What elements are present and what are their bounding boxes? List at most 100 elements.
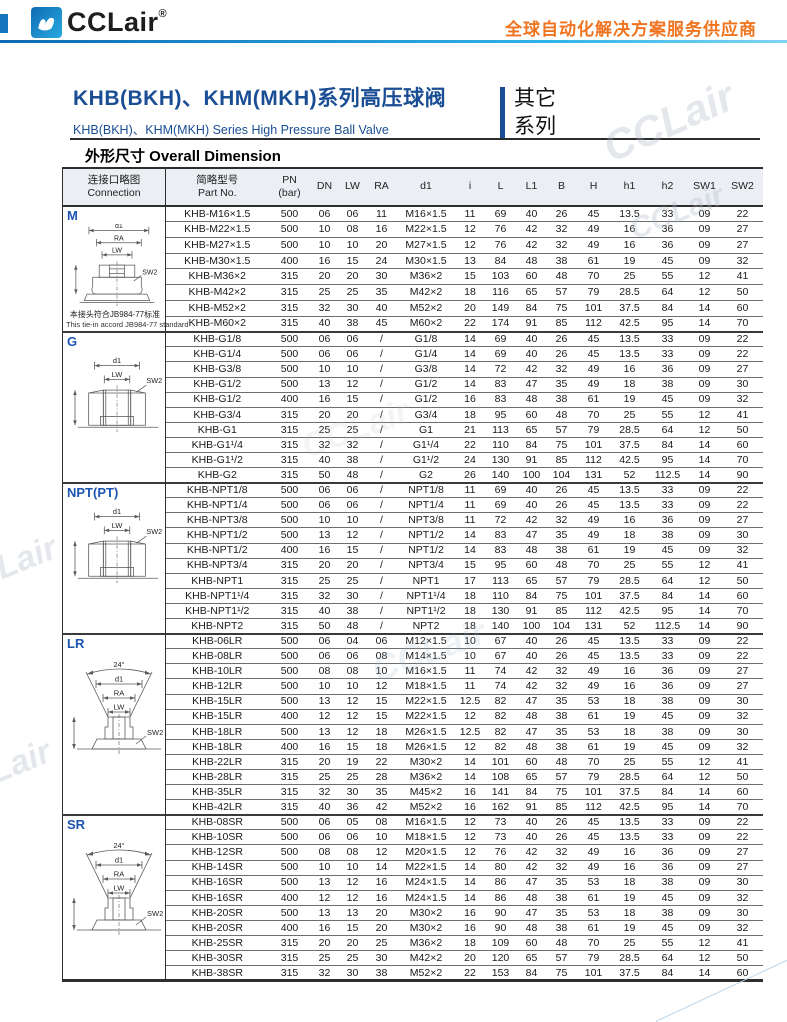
- table-cell: 162: [484, 799, 517, 816]
- table-cell: 47: [516, 694, 547, 710]
- table-cell: 26: [546, 481, 577, 499]
- table-cell: 20: [455, 300, 485, 317]
- table-cell: 116: [484, 284, 517, 301]
- table-cell: 15: [338, 392, 367, 408]
- table-cell: 36: [648, 237, 687, 254]
- section-label-g: G: [67, 333, 78, 349]
- table-cell: G2: [396, 467, 456, 484]
- table-cell: 35: [546, 905, 577, 921]
- table-cell: /: [366, 422, 397, 438]
- table-cell: 35: [546, 694, 577, 710]
- table-row: KHB-42LR 315 40 36 42 M52×2 16 162 91 85 112 42.5 95…: [63, 799, 763, 816]
- table-cell: 95: [484, 558, 517, 574]
- connection-cell-m: M d1 RA LW SW2 本接头符合JB984-77标准 This tie-i…: [62, 205, 189, 332]
- table-cell: NPT2: [396, 618, 456, 635]
- table-cell: 84: [648, 588, 687, 604]
- table-cell: 06: [310, 346, 339, 363]
- table-cell: 27: [722, 237, 763, 254]
- table-row: KHB-18LR 500 13 12 18 M26×1.5 12.5 82 47 35 53 18 38…: [63, 724, 763, 740]
- table-cell: 36: [648, 663, 687, 680]
- table-cell: 85: [546, 452, 577, 469]
- table-cell: 11: [366, 205, 397, 223]
- table-cell: 22: [722, 497, 763, 514]
- table-cell: 84: [648, 437, 687, 454]
- table-row: KHB-NPT1/4 500 06 06/NPT1/4 11 69 40 26 45 13.5 33…: [63, 497, 763, 514]
- table-header-cell: L1: [516, 168, 547, 207]
- table-cell: 38: [546, 543, 577, 559]
- table-cell: 40: [310, 603, 339, 620]
- table-cell: 14: [455, 769, 485, 786]
- table-cell: 315: [268, 950, 311, 967]
- table-cell: 16: [610, 860, 649, 876]
- table-cell: 49: [576, 678, 611, 695]
- table-cell: 49: [576, 221, 611, 238]
- table-cell: 49: [576, 512, 611, 529]
- table-cell: 42.5: [610, 799, 649, 816]
- table-row: KHB-M60×2 315 40 38 45 M60×2 22 174 91 85 112 42.5 9…: [63, 316, 763, 333]
- table-header-cell: i: [455, 168, 485, 207]
- table-cell: NPT1/2: [396, 527, 456, 544]
- table-cell: 49: [576, 237, 611, 254]
- table-cell: 153: [484, 965, 517, 982]
- table-cell: 32: [310, 437, 339, 454]
- table-cell: 400: [268, 709, 311, 725]
- table-cell: 47: [516, 875, 547, 891]
- table-row: KHB-12LR 500 10 10 12 M18×1.5 11 74 42 32 49 16 36 09…: [63, 678, 763, 695]
- table-cell: KHB-20SR: [165, 920, 269, 937]
- table-cell: 12: [455, 829, 485, 846]
- table-cell: KHB-G3/4: [165, 407, 269, 423]
- table-cell: 83: [484, 377, 517, 393]
- table-cell: 76: [484, 237, 517, 254]
- table-cell: 70: [576, 558, 611, 574]
- table-cell: 14: [455, 527, 485, 544]
- table-cell: 104: [546, 618, 577, 635]
- header-rule: [0, 40, 787, 43]
- table-cell: G1/8: [396, 330, 456, 348]
- table-cell: KHB-08LR: [165, 648, 269, 665]
- table-row: KHB-20SR 400 16 15 20 M30×2 16 90 48 38 61 19 45 09 32: [63, 920, 763, 937]
- table-cell: 40: [366, 300, 397, 317]
- table-cell: 12: [310, 890, 339, 906]
- table-cell: KHB-G3/8: [165, 361, 269, 378]
- table-cell: 33: [648, 829, 687, 846]
- table-cell: 12: [338, 709, 367, 725]
- table-cell: 45: [648, 739, 687, 755]
- table-cell: 53: [576, 905, 611, 921]
- table-cell: 42.5: [610, 452, 649, 469]
- table-cell: 32: [338, 437, 367, 454]
- table-cell: 500: [268, 860, 311, 876]
- table-cell: 12: [455, 709, 485, 725]
- table-cell: 30: [722, 875, 763, 891]
- table-cell: 112: [576, 452, 611, 469]
- table-cell: 09: [686, 205, 723, 223]
- table-cell: 90: [722, 467, 763, 484]
- table-cell: 74: [484, 678, 517, 695]
- table-cell: 06: [310, 648, 339, 665]
- table-cell: 09: [686, 512, 723, 529]
- table-cell: 09: [686, 330, 723, 348]
- table-cell: 400: [268, 253, 311, 270]
- svg-text:d1: d1: [115, 224, 123, 230]
- table-cell: 33: [648, 481, 687, 499]
- table-cell: /: [366, 573, 397, 589]
- table-cell: KHB-38SR: [165, 965, 269, 982]
- svg-text:LW: LW: [112, 370, 123, 379]
- table-cell: 20: [366, 905, 397, 921]
- table-cell: 32: [546, 361, 577, 378]
- table-cell: 20: [310, 558, 339, 574]
- table-cell: 16: [310, 253, 339, 270]
- table-cell: 65: [516, 284, 547, 301]
- table-header-cell: h2: [648, 168, 687, 207]
- table-cell: KHB-15LR: [165, 709, 269, 725]
- table-cell: 17: [455, 573, 485, 589]
- table-cell: M16×1.5: [396, 813, 456, 831]
- table-cell: 12: [686, 407, 723, 423]
- table-cell: KHB-18LR: [165, 739, 269, 755]
- table-cell: 27: [722, 221, 763, 238]
- table-cell: 33: [648, 632, 687, 650]
- table-cell: 14: [686, 588, 723, 604]
- table-cell: 42: [366, 799, 397, 816]
- table-cell: 22: [455, 437, 485, 454]
- table-cell: 82: [484, 724, 517, 740]
- table-cell: 315: [268, 935, 311, 952]
